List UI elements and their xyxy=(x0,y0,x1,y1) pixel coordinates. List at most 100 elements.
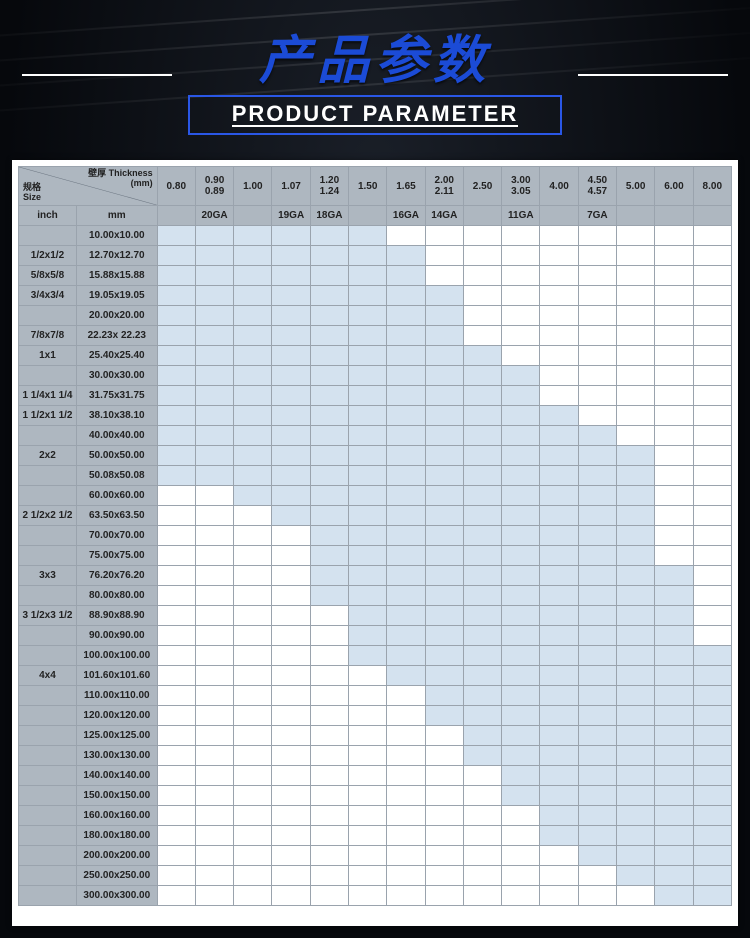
availability-cell xyxy=(310,786,348,806)
size-inch-cell xyxy=(19,746,77,766)
availability-cell xyxy=(693,546,731,566)
availability-cell xyxy=(387,766,425,786)
availability-cell xyxy=(157,286,195,306)
availability-cell xyxy=(310,566,348,586)
page: 产品参数 PRODUCT PARAMETER 壁厚 Thickness(mm)规… xyxy=(0,0,750,938)
availability-cell xyxy=(387,286,425,306)
availability-cell xyxy=(157,466,195,486)
availability-cell xyxy=(578,246,616,266)
availability-cell xyxy=(617,666,655,686)
availability-cell xyxy=(502,566,540,586)
table-row: 4x4101.60x101.60 xyxy=(19,666,732,686)
size-inch-cell xyxy=(19,766,77,786)
availability-cell xyxy=(502,786,540,806)
availability-cell xyxy=(387,726,425,746)
availability-cell xyxy=(349,266,387,286)
gauge-col-6: 16GA xyxy=(387,206,425,226)
availability-cell xyxy=(234,626,272,646)
availability-cell xyxy=(272,386,310,406)
availability-cell xyxy=(540,366,578,386)
availability-cell xyxy=(578,366,616,386)
availability-cell xyxy=(693,726,731,746)
availability-cell xyxy=(349,226,387,246)
availability-cell xyxy=(463,386,501,406)
availability-cell xyxy=(502,386,540,406)
availability-cell xyxy=(195,806,233,826)
availability-cell xyxy=(617,506,655,526)
size-mm-cell: 63.50x63.50 xyxy=(76,506,157,526)
availability-cell xyxy=(655,366,693,386)
size-mm-cell: 180.00x180.00 xyxy=(76,826,157,846)
availability-cell xyxy=(272,566,310,586)
availability-cell xyxy=(349,826,387,846)
availability-cell xyxy=(387,366,425,386)
availability-cell xyxy=(425,866,463,886)
availability-cell xyxy=(502,686,540,706)
availability-cell xyxy=(425,466,463,486)
availability-cell xyxy=(272,606,310,626)
availability-cell xyxy=(387,246,425,266)
availability-cell xyxy=(502,286,540,306)
availability-cell xyxy=(349,546,387,566)
availability-cell xyxy=(655,526,693,546)
availability-cell xyxy=(387,786,425,806)
size-inch-cell xyxy=(19,486,77,506)
availability-cell xyxy=(425,586,463,606)
availability-cell xyxy=(157,266,195,286)
availability-cell xyxy=(655,826,693,846)
availability-cell xyxy=(272,546,310,566)
availability-cell xyxy=(540,226,578,246)
availability-cell xyxy=(310,246,348,266)
availability-cell xyxy=(425,406,463,426)
availability-cell xyxy=(425,486,463,506)
availability-cell xyxy=(540,286,578,306)
availability-cell xyxy=(463,886,501,906)
availability-cell xyxy=(502,706,540,726)
availability-cell xyxy=(578,506,616,526)
size-inch-cell xyxy=(19,806,77,826)
availability-cell xyxy=(425,666,463,686)
availability-cell xyxy=(617,686,655,706)
availability-cell xyxy=(502,506,540,526)
availability-cell xyxy=(693,566,731,586)
availability-cell xyxy=(617,546,655,566)
availability-cell xyxy=(234,226,272,246)
size-mm-cell: 250.00x250.00 xyxy=(76,866,157,886)
availability-cell xyxy=(234,286,272,306)
title-english: PRODUCT PARAMETER xyxy=(232,101,519,126)
availability-cell xyxy=(272,246,310,266)
availability-cell xyxy=(387,666,425,686)
availability-cell xyxy=(617,586,655,606)
availability-cell xyxy=(387,586,425,606)
size-inch-cell: 5/8x5/8 xyxy=(19,266,77,286)
table-row: 160.00x160.00 xyxy=(19,806,732,826)
availability-cell xyxy=(349,386,387,406)
availability-cell xyxy=(387,326,425,346)
size-mm-cell: 130.00x130.00 xyxy=(76,746,157,766)
availability-cell xyxy=(425,346,463,366)
availability-cell xyxy=(387,386,425,406)
thickness-col-11: 4.504.57 xyxy=(578,167,616,206)
availability-cell xyxy=(693,486,731,506)
availability-cell xyxy=(617,446,655,466)
col-header-mm: mm xyxy=(76,206,157,226)
availability-cell xyxy=(425,526,463,546)
availability-cell xyxy=(425,266,463,286)
availability-cell xyxy=(387,266,425,286)
availability-cell xyxy=(655,606,693,626)
availability-cell xyxy=(157,306,195,326)
availability-cell xyxy=(617,486,655,506)
availability-cell xyxy=(157,586,195,606)
size-inch-cell xyxy=(19,526,77,546)
availability-cell xyxy=(195,706,233,726)
availability-cell xyxy=(349,486,387,506)
availability-cell xyxy=(463,506,501,526)
availability-cell xyxy=(310,606,348,626)
availability-cell xyxy=(502,246,540,266)
size-mm-cell: 100.00x100.00 xyxy=(76,646,157,666)
availability-cell xyxy=(310,266,348,286)
availability-cell xyxy=(272,586,310,606)
availability-cell xyxy=(463,606,501,626)
availability-cell xyxy=(387,226,425,246)
size-inch-cell: 1 1/2x1 1/2 xyxy=(19,406,77,426)
